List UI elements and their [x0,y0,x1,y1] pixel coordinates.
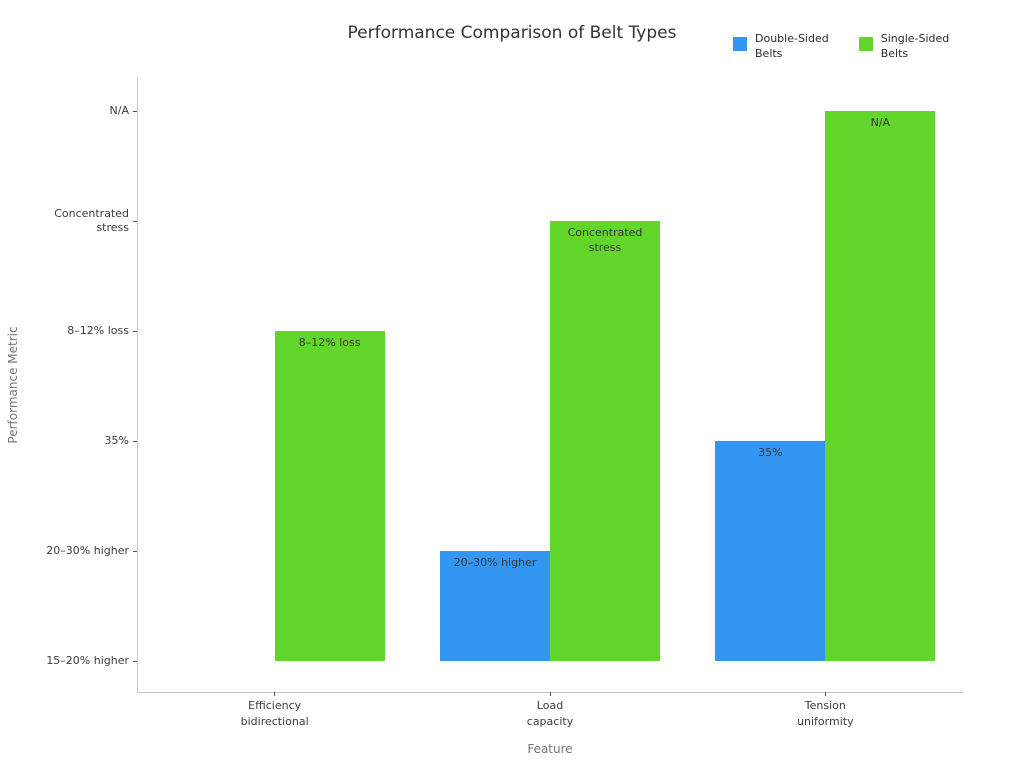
bar-value-label: Concentrated stress [567,226,643,254]
y-tick-label: 15–20% higher [46,654,129,667]
y-axis-spine [137,78,138,692]
bar-value-label: 20–30% higher [453,556,537,569]
legend-label-single-sided: Single-Sided Belts [880,32,950,60]
bar-value-label: N/A [870,116,891,129]
chart-title: Performance Comparison of Belt Types [347,23,677,43]
bar [440,551,550,661]
legend-item-double-sided: Double-Sided Belts [733,31,829,61]
y-tick-mark [133,220,137,222]
y-tick-label: 20–30% higher [46,544,129,557]
legend-swatch-double-sided-icon [733,37,747,51]
x-axis-title: Feature [527,742,573,756]
bar [825,111,936,661]
bar [274,331,385,661]
bar-value-label: 35% [758,446,783,459]
legend-item-single-sided: Single-Sided Belts [858,31,950,61]
legend-swatch-single-sided-icon [858,37,873,51]
legend-label-double-sided: Double-Sided Belts [755,32,829,60]
y-tick-mark [133,110,137,112]
y-tick-label: Concentrated stress [54,207,129,234]
y-tick-mark [133,440,137,442]
bar [550,221,660,661]
y-tick-mark [133,330,137,332]
bar [715,441,826,661]
x-tick-mark [274,692,276,696]
x-tick-mark [549,692,551,696]
bar-value-label: 8–12% loss [298,336,361,349]
x-tick-label: Tension uniformity [797,699,854,728]
x-tick-label: Efficiency bidirectional [240,699,309,728]
y-tick-label: 35% [104,434,129,447]
y-tick-label: N/A [109,104,129,117]
y-tick-label: 8–12% loss [67,324,129,337]
legend: Double-Sided Belts Single-Sided Belts [733,31,949,61]
y-tick-mark [133,660,137,662]
y-axis-title: Performance Metric [6,326,20,444]
y-tick-mark [133,550,137,552]
x-tick-mark [824,692,826,696]
x-tick-label: Load capacity [526,699,574,728]
